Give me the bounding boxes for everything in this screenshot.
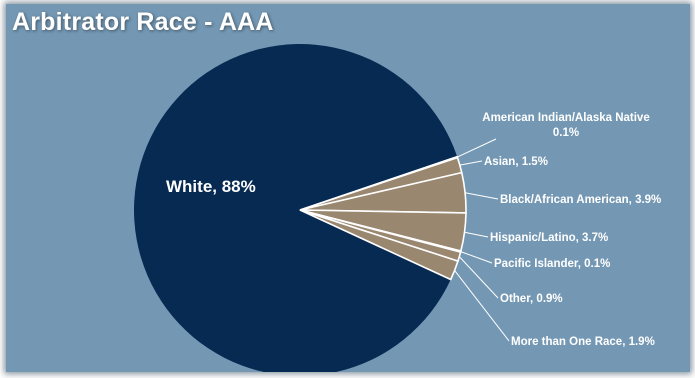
slice-label: Black/African American, 3.9% [500,194,661,206]
pie-chart: White, 88% American Indian/Alaska Native 0… [134,44,661,372]
slice-label: American Indian/Alaska Native 0.1% [482,112,649,139]
slice-label: Pacific Islander, 0.1% [494,258,610,270]
leader-line [459,160,483,166]
leader-line [457,138,497,158]
slice-label: More than One Race, 1.9% [511,336,655,348]
leader-line [460,251,493,264]
slice-label: White, 88% [166,177,256,196]
slice-label: Hispanic/Latino, 3.7% [490,232,608,244]
pie-slice-white [134,44,458,372]
leader-line [454,270,510,342]
slice-label: Other, 0.9% [500,293,563,305]
chart-title: Arbitrator Race - AAA [12,8,274,36]
slice-label: Asian, 1.5% [484,156,548,168]
leader-line [458,256,499,299]
leader-line [464,231,489,238]
slide: Arbitrator Race - AAA White, 88% American… [6,4,690,372]
leader-line [465,192,499,200]
